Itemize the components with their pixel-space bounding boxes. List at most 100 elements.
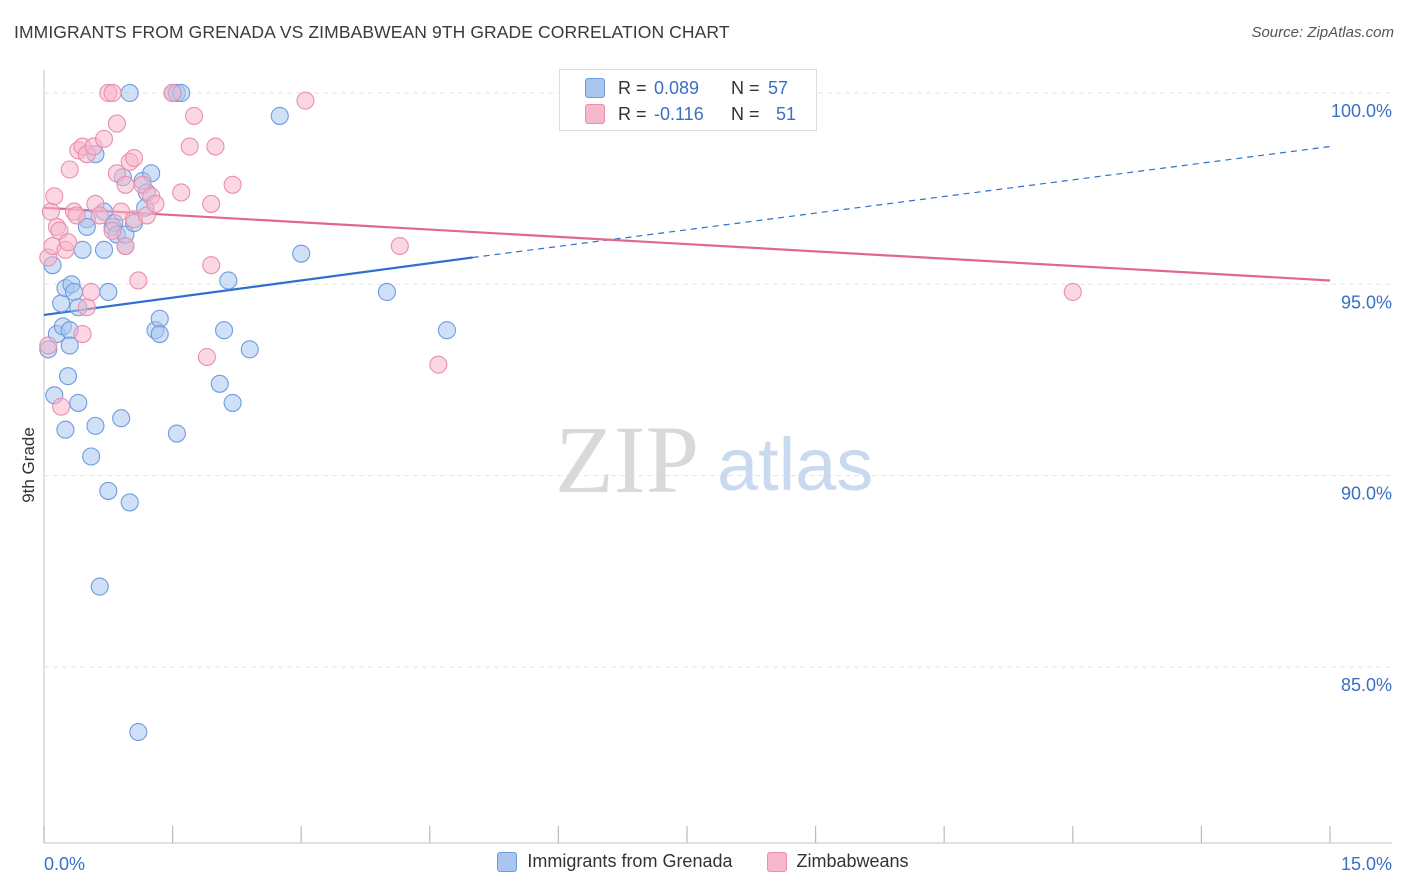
grenada-point xyxy=(69,393,88,412)
legend-swatch-blue xyxy=(497,851,518,872)
grenada-point xyxy=(240,340,259,359)
grenada-point xyxy=(120,493,139,512)
stats-r-value: -0.116 xyxy=(654,103,704,124)
zimbabwean-point xyxy=(124,148,144,168)
zimbabwean-trend-line xyxy=(43,206,1331,282)
grenada-point xyxy=(219,271,238,290)
grenada-point xyxy=(214,321,234,340)
grenada-point xyxy=(167,424,186,443)
bottom-legend: Immigrants from Grenada Zimbabweans xyxy=(0,851,1406,872)
zimbabwean-point xyxy=(202,194,221,213)
zimbabwean-point xyxy=(39,336,58,355)
y-tick-label: 85.0% xyxy=(1341,675,1392,695)
grenada-point xyxy=(210,374,229,393)
y-tick-label: 95.0% xyxy=(1341,292,1392,312)
stats-r-label: R = xyxy=(618,103,647,124)
stats-swatch-pink xyxy=(585,104,605,124)
source-credit: Source: ZipAtlas.com xyxy=(1251,24,1394,41)
grenada-point xyxy=(270,106,289,125)
zimbabwean-point xyxy=(202,256,221,275)
zimbabwean-point xyxy=(163,83,182,103)
legend-swatch-pink xyxy=(766,851,787,872)
zimbabwean-point xyxy=(146,194,165,213)
zimbabwean-point xyxy=(180,137,199,156)
grenada-point xyxy=(129,722,148,742)
grenada-point xyxy=(150,309,169,328)
zimbabwean-point xyxy=(103,221,122,240)
zimbabwean-point xyxy=(90,206,109,225)
grenada-point xyxy=(77,217,96,236)
zimbabwean-point xyxy=(77,298,96,317)
grenada-point xyxy=(437,321,456,340)
zimbabwean-point xyxy=(116,175,135,194)
grenada-point xyxy=(58,367,78,386)
y-tick-label: 100.0% xyxy=(1331,101,1392,121)
legend-label-zimbabweans: Zimbabweans xyxy=(796,851,909,871)
zimbabwean-point xyxy=(58,233,78,252)
grenada-point xyxy=(120,83,139,103)
zimbabwean-point xyxy=(60,160,79,179)
grenada-point xyxy=(82,447,101,466)
y-axis-title: 9th Grade xyxy=(19,427,38,503)
grenada-point xyxy=(99,282,118,302)
grenada-point xyxy=(150,324,169,344)
grenada-trend-extension xyxy=(472,145,1331,259)
stats-legend: R = 0.089 N = 57 R = -0.116 N = 51 xyxy=(559,69,817,131)
stats-swatch-blue xyxy=(585,78,605,98)
points-layer xyxy=(39,83,1082,742)
grenada-point xyxy=(56,420,75,439)
zimbabwean-point xyxy=(184,106,204,125)
stats-r-label: R = xyxy=(618,77,647,98)
zimbabwean-point xyxy=(52,397,71,416)
zimbabwean-point xyxy=(197,347,216,367)
zimbabwean-point xyxy=(107,114,126,133)
y-tick-label: 90.0% xyxy=(1341,484,1392,504)
grenada-point xyxy=(64,282,84,302)
legend-item-grenada: Immigrants from Grenada xyxy=(497,851,733,872)
zimbabwean-point xyxy=(67,206,86,225)
zimbabwean-point xyxy=(82,282,101,302)
stats-n-value: 57 xyxy=(768,77,789,98)
watermark-zip: ZIP xyxy=(555,406,699,513)
zimbabwean-point xyxy=(1063,282,1082,302)
grenada-point xyxy=(223,393,242,412)
zimbabwean-point xyxy=(94,129,114,148)
grenada-point xyxy=(292,244,311,263)
zimbabwean-point xyxy=(206,137,225,156)
label-layer: 100.0% 95.0% 90.0% 85.0% 0.0% 15.0% xyxy=(44,101,1392,874)
grenada-point xyxy=(377,282,396,302)
watermark-atlas: atlas xyxy=(717,423,873,506)
zimbabwean-point xyxy=(172,183,191,202)
watermark: ZIP atlas xyxy=(555,406,873,513)
grid-layer xyxy=(44,92,1392,668)
zimbabwean-point xyxy=(103,83,122,103)
trend-layer xyxy=(43,145,1331,317)
grenada-point xyxy=(112,409,131,428)
x-tick-label: 15.0% xyxy=(1341,854,1392,874)
zimbabwean-point xyxy=(116,236,135,256)
stats-r-value: 0.089 xyxy=(654,77,700,98)
zimbabwean-point xyxy=(129,271,148,290)
zimbabwean-point xyxy=(223,175,242,194)
stats-n-label: N = xyxy=(731,77,760,98)
legend-label-grenada: Immigrants from Grenada xyxy=(527,851,733,871)
chart-title: IMMIGRANTS FROM GRENADA VS ZIMBABWEAN 9T… xyxy=(14,22,730,42)
legend-item-zimbabweans: Zimbabweans xyxy=(766,851,909,872)
zimbabwean-point xyxy=(296,91,315,110)
grenada-point xyxy=(90,577,109,596)
x-tick-label: 0.0% xyxy=(44,854,85,874)
grenada-point xyxy=(60,336,79,355)
grenada-point xyxy=(94,240,114,259)
zimbabwean-point xyxy=(45,187,64,206)
stats-n-value: 51 xyxy=(776,103,797,124)
axes-layer xyxy=(43,70,1392,844)
grenada-trend-line xyxy=(43,256,473,317)
zimbabwean-point xyxy=(429,355,448,374)
grenada-point xyxy=(99,481,118,500)
grenada-point xyxy=(86,416,105,435)
zimbabwean-point xyxy=(41,202,60,221)
zimbabwean-point xyxy=(73,324,92,344)
stats-n-label: N = xyxy=(731,103,760,124)
zimbabwean-point xyxy=(390,236,409,256)
